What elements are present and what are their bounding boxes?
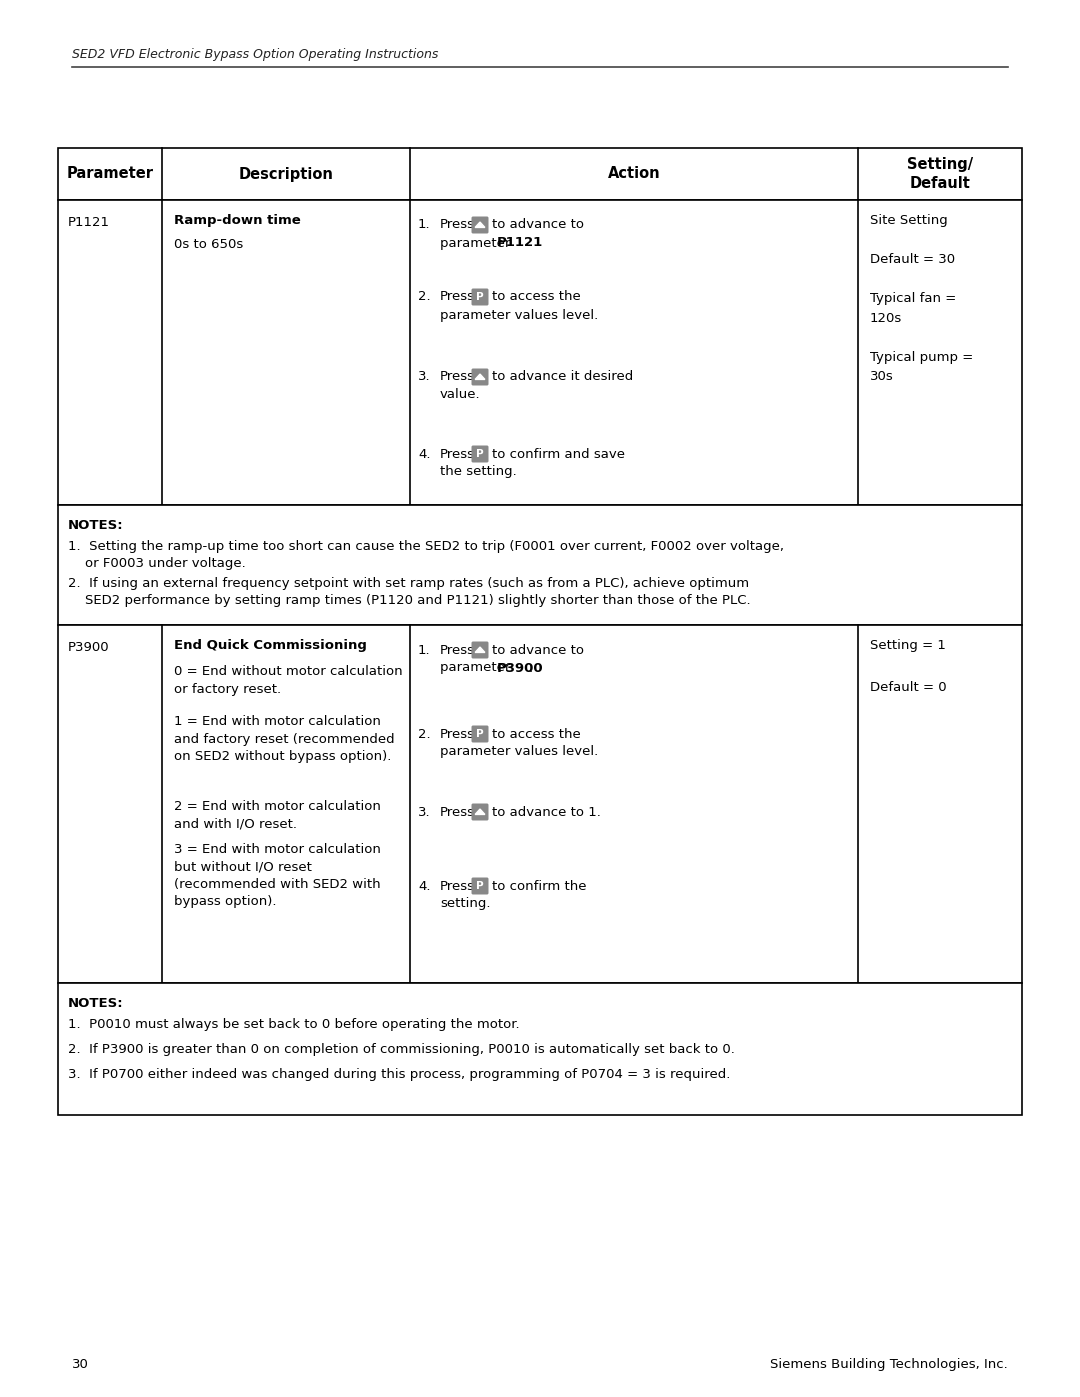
- Text: 4.: 4.: [418, 447, 431, 461]
- Text: parameter: parameter: [440, 662, 515, 675]
- Text: 2.: 2.: [418, 291, 431, 303]
- Text: .: .: [529, 662, 534, 675]
- Text: 1.  P0010 must always be set back to 0 before operating the motor.: 1. P0010 must always be set back to 0 be…: [68, 1018, 519, 1031]
- FancyBboxPatch shape: [472, 369, 488, 386]
- Text: to access the: to access the: [492, 728, 581, 740]
- FancyBboxPatch shape: [472, 641, 488, 658]
- Text: parameter: parameter: [440, 236, 515, 250]
- Text: 1.: 1.: [418, 644, 431, 657]
- Text: the setting.: the setting.: [440, 465, 516, 479]
- Text: Setting/
Default: Setting/ Default: [907, 158, 973, 191]
- Text: 3.: 3.: [418, 806, 431, 819]
- Text: P: P: [476, 882, 484, 891]
- Text: to access the: to access the: [492, 291, 581, 303]
- Text: 2 = End with motor calculation
and with I/O reset.: 2 = End with motor calculation and with …: [174, 800, 381, 830]
- Text: P: P: [476, 729, 484, 739]
- Bar: [58, 624, 1022, 983]
- Text: P: P: [476, 448, 484, 460]
- Polygon shape: [475, 809, 485, 814]
- Text: to advance it desired: to advance it desired: [492, 370, 633, 384]
- Text: Press: Press: [440, 644, 475, 657]
- FancyBboxPatch shape: [472, 217, 488, 233]
- Text: Press: Press: [440, 370, 475, 384]
- Text: P: P: [476, 292, 484, 302]
- Bar: [58, 200, 1022, 504]
- Text: or F0003 under voltage.: or F0003 under voltage.: [68, 557, 246, 570]
- Text: P1121: P1121: [68, 217, 110, 229]
- Text: Ramp-down time: Ramp-down time: [174, 214, 300, 226]
- Text: to confirm and save: to confirm and save: [492, 447, 625, 461]
- Text: Press: Press: [440, 218, 475, 232]
- Text: SED2 VFD Electronic Bypass Option Operating Instructions: SED2 VFD Electronic Bypass Option Operat…: [72, 47, 438, 61]
- Text: Siemens Building Technologies, Inc.: Siemens Building Technologies, Inc.: [770, 1358, 1008, 1370]
- Text: 2.: 2.: [418, 728, 431, 740]
- Text: Site Setting

Default = 30

Typical fan =
120s

Typical pump =
30s: Site Setting Default = 30 Typical fan = …: [870, 214, 973, 383]
- Text: P1121: P1121: [497, 236, 543, 250]
- Text: SED2 performance by setting ramp times (P1120 and P1121) slightly shorter than t: SED2 performance by setting ramp times (…: [68, 594, 751, 608]
- Text: setting.: setting.: [440, 897, 490, 911]
- Bar: [58, 504, 1022, 624]
- Text: 1.: 1.: [418, 218, 431, 232]
- Polygon shape: [475, 374, 485, 380]
- Text: P3900: P3900: [497, 662, 543, 675]
- FancyBboxPatch shape: [472, 803, 488, 820]
- Text: Press: Press: [440, 728, 475, 740]
- Polygon shape: [475, 647, 485, 652]
- FancyBboxPatch shape: [472, 446, 488, 462]
- FancyBboxPatch shape: [472, 877, 488, 894]
- Text: 3.  If P0700 either indeed was changed during this process, programming of P0704: 3. If P0700 either indeed was changed du…: [68, 1067, 730, 1081]
- Text: 30: 30: [72, 1358, 89, 1370]
- Text: Parameter: Parameter: [67, 166, 153, 182]
- Text: .: .: [529, 236, 534, 250]
- Text: parameter values level.: parameter values level.: [440, 746, 598, 759]
- Text: parameter values level.: parameter values level.: [440, 309, 598, 321]
- Text: to advance to 1.: to advance to 1.: [492, 806, 600, 819]
- Text: End Quick Commissioning: End Quick Commissioning: [174, 638, 367, 652]
- Text: Press: Press: [440, 806, 475, 819]
- Text: 2.  If using an external frequency setpoint with set ramp rates (such as from a : 2. If using an external frequency setpoi…: [68, 577, 750, 590]
- Text: to advance to: to advance to: [492, 644, 584, 657]
- Text: 0 = End without motor calculation
or factory reset.: 0 = End without motor calculation or fac…: [174, 665, 403, 696]
- Text: 0s to 650s: 0s to 650s: [174, 237, 243, 251]
- Text: Description: Description: [239, 166, 334, 182]
- Text: Press: Press: [440, 447, 475, 461]
- Text: 1 = End with motor calculation
and factory reset (recommended
on SED2 without by: 1 = End with motor calculation and facto…: [174, 715, 394, 763]
- Text: 3.: 3.: [418, 370, 431, 384]
- Bar: [58, 983, 1022, 1115]
- Text: Press: Press: [440, 880, 475, 893]
- Bar: [58, 148, 1022, 200]
- Text: 2.  If P3900 is greater than 0 on completion of commissioning, P0010 is automati: 2. If P3900 is greater than 0 on complet…: [68, 1044, 734, 1056]
- FancyBboxPatch shape: [472, 725, 488, 742]
- Text: 1.  Setting the ramp-up time too short can cause the SED2 to trip (F0001 over cu: 1. Setting the ramp-up time too short ca…: [68, 541, 784, 553]
- Text: NOTES:: NOTES:: [68, 520, 123, 532]
- Text: value.: value.: [440, 388, 481, 401]
- Text: NOTES:: NOTES:: [68, 997, 123, 1010]
- Text: Press: Press: [440, 291, 475, 303]
- Text: to confirm the: to confirm the: [492, 880, 586, 893]
- Text: Setting = 1

Default = 0: Setting = 1 Default = 0: [870, 638, 947, 694]
- Text: Action: Action: [608, 166, 660, 182]
- Text: 4.: 4.: [418, 880, 431, 893]
- Text: to advance to: to advance to: [492, 218, 584, 232]
- Text: 3 = End with motor calculation
but without I/O reset
(recommended with SED2 with: 3 = End with motor calculation but witho…: [174, 842, 381, 908]
- FancyBboxPatch shape: [472, 289, 488, 306]
- Text: P3900: P3900: [68, 641, 110, 654]
- Polygon shape: [475, 222, 485, 228]
